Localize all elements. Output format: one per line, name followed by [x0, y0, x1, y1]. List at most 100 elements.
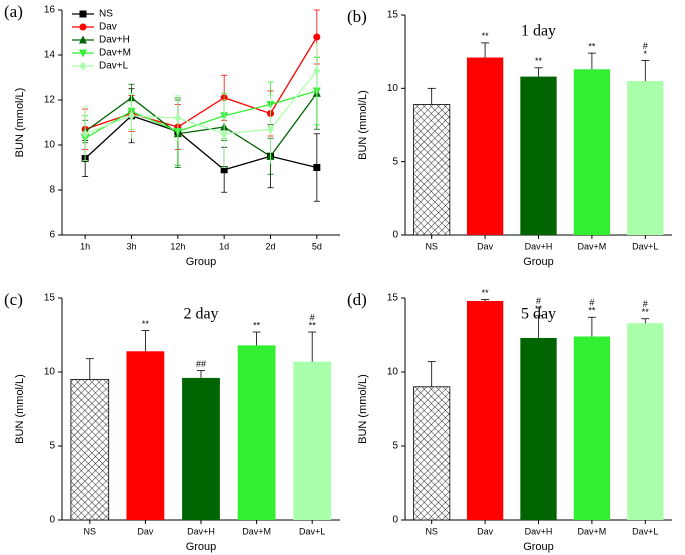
marker [79, 10, 87, 18]
x-tick-label: 12h [170, 241, 185, 251]
y-tick-label: 5 [49, 441, 55, 452]
significance-mark: ** [482, 288, 490, 298]
x-tick-label: Dav+H [525, 241, 553, 251]
x-tick-label: Dav+L [299, 526, 325, 536]
marker [220, 129, 228, 139]
x-tick-label: Dav [477, 241, 494, 251]
bar [466, 300, 504, 520]
x-tick-label: 5d [312, 241, 322, 251]
bar [237, 345, 276, 520]
x-tick-label: Dav+L [632, 241, 658, 251]
significance-mark: ** [482, 31, 490, 41]
y-tick-label: 6 [49, 230, 55, 241]
chart-title: 5 day [521, 306, 556, 323]
marker [267, 124, 274, 134]
marker [174, 113, 182, 123]
significance-mark: ** [142, 319, 150, 329]
bar [627, 323, 664, 520]
significance-mark: # [310, 312, 315, 322]
y-tick-label: 10 [44, 140, 56, 151]
bar [413, 104, 451, 236]
significance-mark: ** [642, 307, 650, 317]
bar [293, 361, 332, 520]
x-tick-label: NS [425, 241, 438, 251]
x-tick-label: Dav+L [632, 526, 658, 536]
x-tick-label: Dav+M [578, 241, 607, 251]
y-tick-label: 14 [44, 50, 56, 61]
x-axis-label: Group [523, 541, 554, 553]
x-tick-label: 3h [126, 241, 136, 251]
significance-mark: ** [309, 320, 317, 330]
bar [413, 386, 451, 521]
y-tick-label: 16 [44, 5, 56, 16]
panel-label: (b) [347, 7, 367, 26]
chart-title: 1 day [521, 23, 556, 40]
marker [79, 61, 87, 71]
y-tick-label: 10 [387, 367, 399, 378]
bar [126, 351, 165, 520]
y-tick-label: 0 [392, 515, 398, 526]
bar [182, 377, 220, 520]
marker [79, 35, 87, 44]
y-tick-label: 10 [44, 367, 56, 378]
panel-label: (c) [4, 290, 23, 309]
significance-mark: * [644, 49, 648, 59]
marker [79, 23, 87, 31]
marker [313, 33, 321, 41]
series-line [84, 90, 318, 139]
bar [520, 76, 557, 235]
x-tick-label: Dav [477, 526, 494, 536]
y-tick-label: 5 [392, 441, 398, 452]
significance-mark: # [643, 41, 648, 51]
x-tick-label: Dav+M [242, 526, 271, 536]
y-tick-label: 5 [392, 156, 398, 167]
y-tick-label: 15 [387, 293, 399, 304]
marker [128, 111, 135, 121]
y-axis-label: BUN (mmol/L) [14, 374, 26, 444]
x-axis-label: Group [186, 541, 217, 553]
y-axis-label: BUN (mmol/L) [14, 88, 26, 158]
y-tick-label: 10 [387, 83, 399, 94]
bar [573, 336, 611, 520]
y-tick-label: 0 [392, 230, 398, 241]
bar [466, 57, 504, 236]
y-tick-label: 15 [44, 293, 56, 304]
marker [81, 129, 89, 139]
series-line [84, 70, 318, 135]
significance-mark: ## [196, 359, 206, 369]
x-tick-label: NS [84, 526, 97, 536]
marker [79, 49, 87, 58]
bar [70, 378, 110, 521]
y-axis-label: BUN (mmol/L) [357, 374, 369, 444]
x-tick-label: 2d [265, 241, 275, 251]
x-tick-label: Dav [137, 526, 154, 536]
chart-title: 2 day [183, 306, 218, 323]
marker [313, 66, 321, 76]
x-tick-label: NS [425, 526, 438, 536]
legend-label: Dav+L [99, 61, 129, 72]
x-axis-label: Group [523, 256, 554, 268]
legend-label: Dav [99, 22, 117, 33]
bar [520, 337, 557, 520]
legend-label: Dav+M [99, 48, 131, 59]
series-line [84, 115, 317, 171]
bar [627, 81, 664, 235]
x-tick-label: 1h [80, 241, 90, 251]
significance-mark: ** [253, 320, 261, 330]
x-tick-label: Dav+M [578, 526, 607, 536]
marker [220, 166, 228, 174]
legend-label: NS [99, 9, 113, 20]
y-axis-label: BUN (mmol/L) [357, 90, 369, 160]
significance-mark: ** [535, 304, 543, 314]
y-tick-label: 8 [49, 185, 55, 196]
significance-mark: # [643, 299, 648, 309]
significance-mark: ** [588, 42, 596, 52]
x-tick-label: Dav+H [525, 526, 553, 536]
significance-mark: # [536, 296, 541, 306]
y-tick-label: 0 [49, 515, 55, 526]
bar [573, 69, 611, 236]
x-tick-label: 1d [219, 241, 229, 251]
series-line [84, 92, 318, 158]
marker [313, 164, 321, 171]
